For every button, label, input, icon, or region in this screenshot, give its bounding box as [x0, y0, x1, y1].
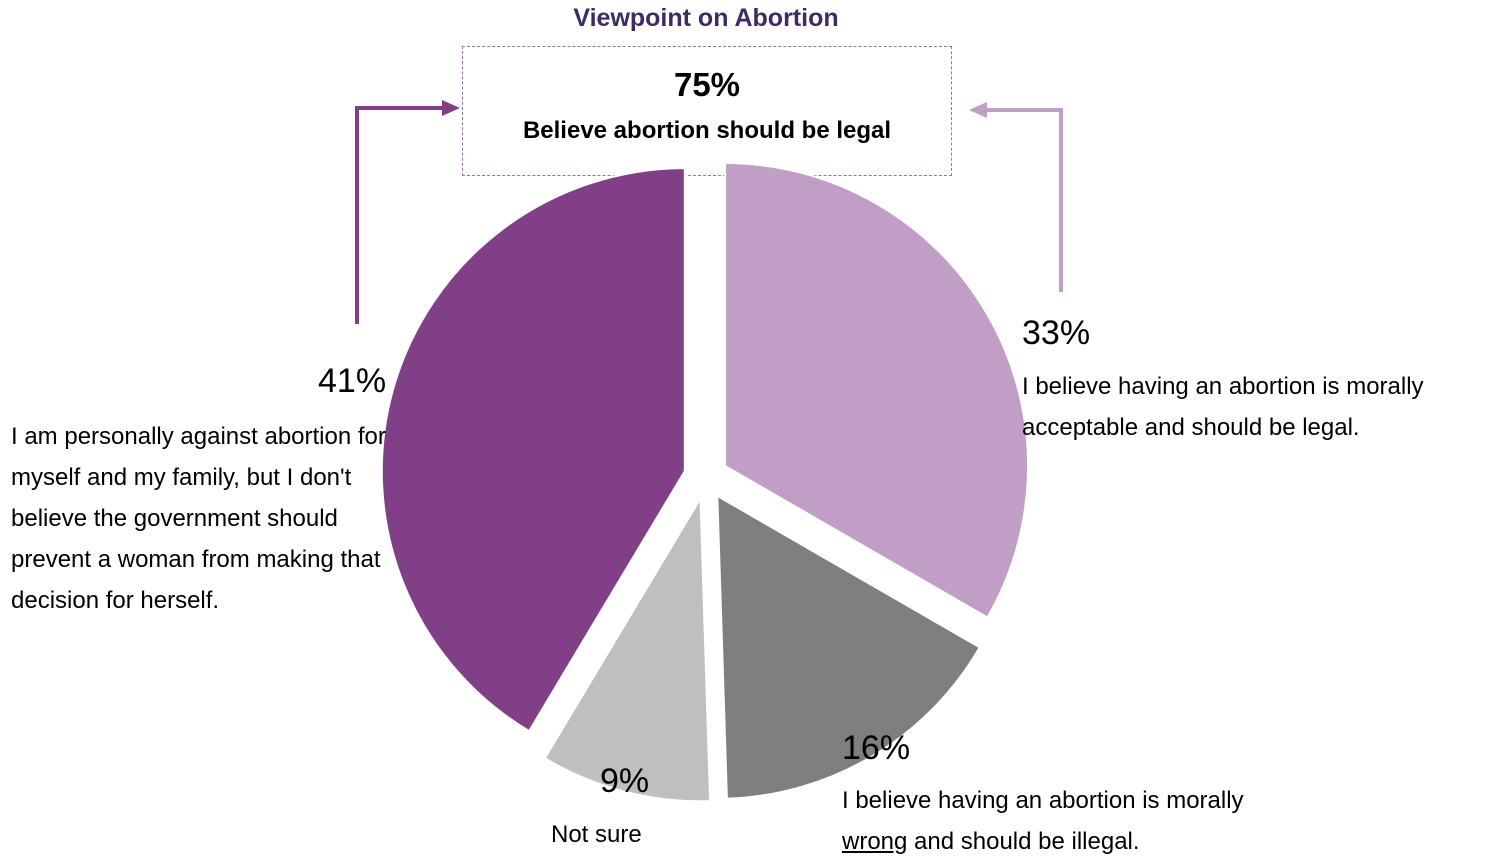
slice-wrong-percent: 16% [842, 729, 911, 767]
slice-not-sure-label: Not sure [551, 821, 642, 848]
slice-wrong [716, 494, 982, 800]
left-bracket-arrow [355, 106, 444, 324]
slice-wrong-label-part1: I believe having an abortion is morally [842, 787, 1244, 814]
legal-summary-box: 75% Believe abortion should be legal [462, 46, 952, 176]
slice-personally-against-label: I am personally against abortion for mys… [11, 423, 386, 614]
right-bracket-arrow-head [969, 102, 987, 118]
legal-summary-percent: 75% [673, 66, 741, 103]
slice-not-sure [543, 494, 712, 803]
legal-summary-text: Believe abortion should be legal [522, 117, 892, 144]
slice-wrong-label-underlined: wrong [842, 828, 908, 855]
slice-not-sure-percent: 9% [600, 762, 650, 800]
chart-title: Viewpoint on Abortion [573, 4, 839, 32]
right-bracket-arrow [985, 108, 1063, 292]
left-bracket-arrow-head [442, 100, 460, 116]
slice-acceptable-percent: 33% [1022, 314, 1091, 352]
slice-wrong-label-part2: and should be illegal. [914, 828, 1140, 855]
slice-personally-against [380, 167, 686, 733]
slice-acceptable [724, 161, 1030, 619]
slice-wrong-label: I believe having an abortion is morally … [842, 780, 1312, 862]
slice-acceptable-label: I believe having an abortion is morally … [1022, 373, 1424, 441]
slice-personally-against-percent: 41% [318, 362, 387, 400]
